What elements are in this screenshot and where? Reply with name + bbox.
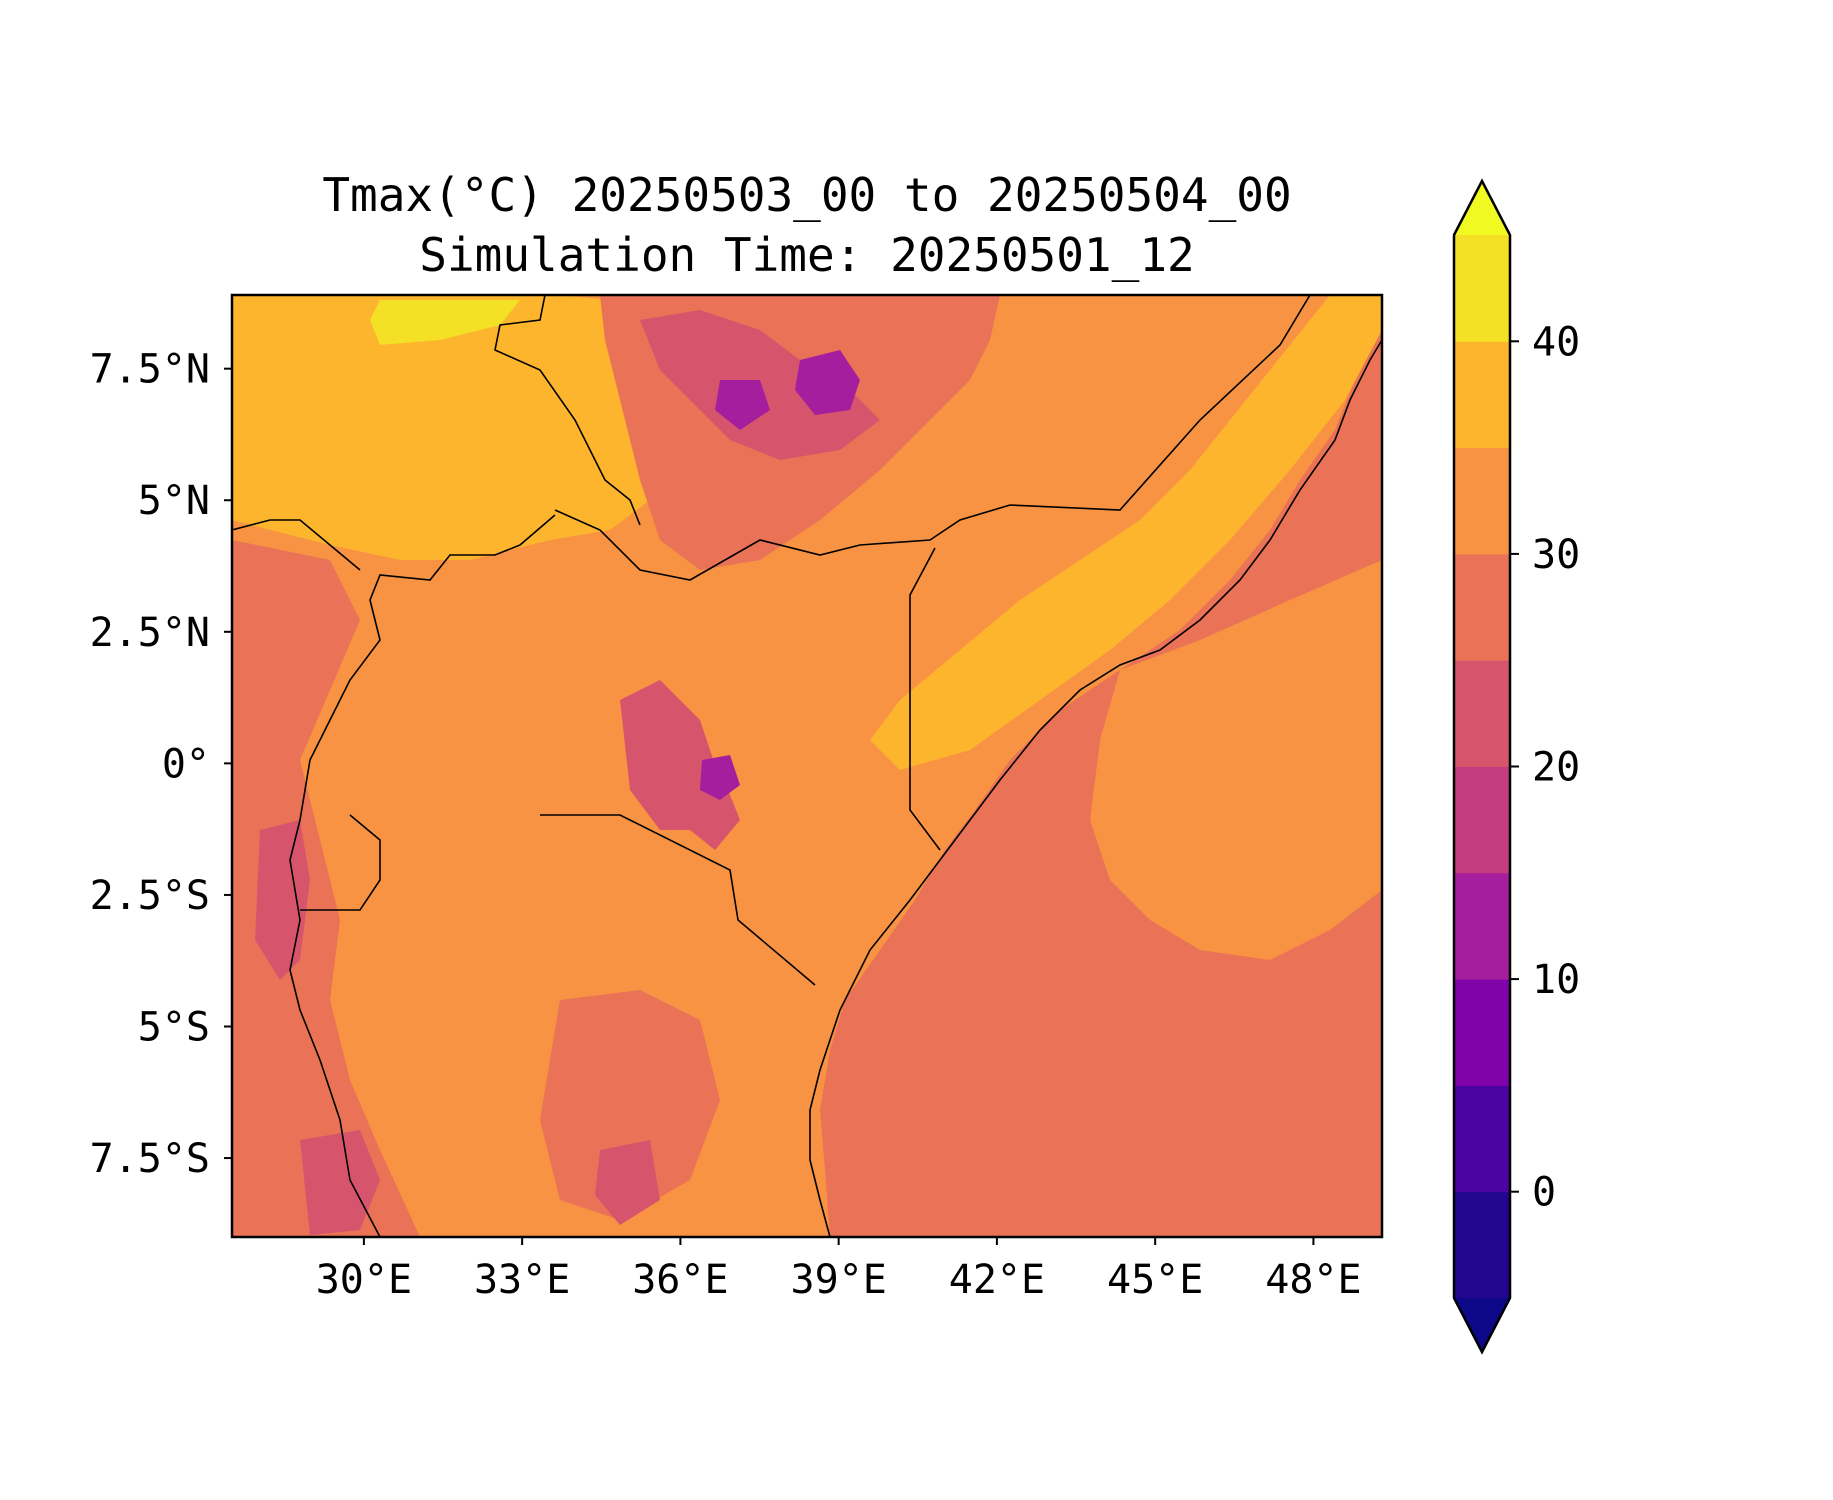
colorbar-outline [1452,178,1512,1355]
hottest-patch-northwest [370,300,520,345]
colorbar-segment [1454,235,1510,342]
border-north-top [494,295,641,526]
colorbar-over-arrow [1454,181,1510,235]
hot-region-northwest [232,295,650,560]
lon-tick-label: 30°E [316,1257,412,1303]
offshore-warm-patch [1090,560,1382,960]
colorbar-segment [1454,660,1510,767]
lat-tick-label: 5°N [138,478,210,524]
lat-tick-label: 0° [162,741,210,787]
cool-spots-west [255,820,380,1235]
border-uganda [299,514,556,821]
lat-tick-label: 7.5°S [90,1136,210,1182]
cool-spots-tanzania [540,990,720,1220]
border-ethiopia-somalia [554,295,1311,581]
lon-tick-label: 33°E [474,1257,570,1303]
latitude-axis: 7.5°N 5°N 2.5°N 0° 2.5°S 5°S 7.5°S [90,347,232,1182]
colorbar-segment [1454,1085,1510,1193]
lon-tick-label: 48°E [1265,1257,1361,1303]
lon-tick-label: 45°E [1107,1257,1203,1303]
colorbar-segment [1454,979,1510,1086]
cool-rift-kenya [620,680,740,850]
lon-tick-label: 39°E [790,1257,886,1303]
cold-spots-ethiopia [715,350,860,430]
colorbar-segment [1454,1191,1510,1299]
border-rwanda-burundi [300,814,381,911]
cold-spot-kenya [700,755,740,800]
colorbar-tick-label: 0 [1532,1170,1556,1216]
colorbar-tick-label: 40 [1532,319,1580,365]
colorbar-segment [1454,553,1510,661]
lat-tick-label: 7.5°N [90,347,210,393]
border-sudan [232,519,361,571]
colorbar-segment [1454,341,1510,449]
lat-tick-label: 2.5°N [90,610,210,656]
borders [232,295,1382,1237]
border-kenya-somalia [909,547,941,851]
longitude-axis: 30°E 33°E 36°E 39°E 42°E 45°E 48°E [316,1237,1362,1303]
colorbar-segment [1454,766,1510,874]
map-title: Tmax(°C) 20250503_00 to 20250504_00 [322,168,1292,222]
lon-tick-label: 36°E [632,1257,728,1303]
colorbar-segment [1454,447,1510,555]
temperature-field [232,295,1382,1237]
cold-spots-tanzania [595,1140,660,1225]
cool-region-west [232,540,420,1237]
border-kenya-tanzania [540,814,816,986]
lat-tick-label: 5°S [138,1004,210,1050]
lon-tick-label: 42°E [949,1257,1045,1303]
colorbar-tick-label: 30 [1532,532,1580,578]
map-subtitle: Simulation Time: 20250501_12 [419,228,1195,282]
border-lake-west [289,819,381,1237]
hot-band-somalia [870,295,1382,770]
colorbar: 0 10 20 30 40 [1452,178,1580,1355]
coastline [809,339,1382,1237]
colorbar-under-arrow [1454,1298,1510,1352]
colorbar-tick-label: 20 [1532,745,1580,791]
colorbar-tick-label: 10 [1532,957,1580,1003]
lat-tick-label: 2.5°S [90,873,210,919]
map-frame [230,293,1384,1239]
colorbar-segment [1454,872,1510,980]
